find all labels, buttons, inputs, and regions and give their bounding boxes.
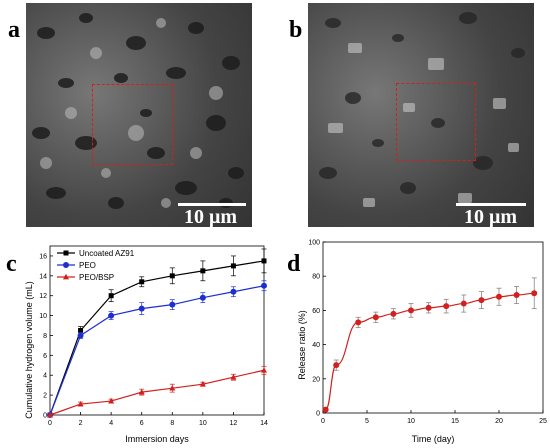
y-tick-label-4: 8 <box>43 333 47 340</box>
x-tick-label-5: 25 <box>539 418 547 425</box>
series-2-point-5 <box>199 380 206 387</box>
series-0-point-1 <box>78 328 84 333</box>
series-0-point-5 <box>200 268 206 274</box>
series-2-point-6 <box>230 374 237 380</box>
y-tick-label-5: 100 <box>308 240 320 247</box>
series-2-point-2 <box>108 397 115 404</box>
scale-label-a: 10 μm <box>184 206 237 227</box>
series-0-point-11 <box>513 292 520 299</box>
y-tick-label-1: 20 <box>312 376 320 383</box>
roi-box-a <box>92 84 173 165</box>
scale-label-b: 10 μm <box>464 206 517 227</box>
chart-d: 0 5 10 15 20 25 0 20 40 60 80 100 Time (day) Releas… <box>297 240 547 445</box>
chart-c-frame <box>49 245 265 416</box>
y-tick-label-0: 0 <box>316 411 320 418</box>
chart-c-ylabel: Cumulative hydrogen volume (mL) <box>24 281 34 419</box>
y-tick-label-2: 4 <box>43 373 47 380</box>
series-2-point-4 <box>169 384 176 391</box>
series-0-point-3 <box>372 314 379 321</box>
chart-c-xlabel: Immersion days <box>125 434 189 444</box>
y-tick-label-7: 14 <box>39 273 47 280</box>
x-tick-label-2: 4 <box>109 420 113 427</box>
y-tick-label-1: 2 <box>43 393 47 400</box>
y-tick-label-5: 10 <box>39 313 47 320</box>
series-1-point-6 <box>230 288 237 295</box>
x-tick-label-2: 10 <box>407 418 415 425</box>
sem-texture-a <box>32 13 244 209</box>
legend-marker-1 <box>63 262 69 268</box>
y-tick-label-3: 6 <box>43 353 47 360</box>
x-tick-label-7: 14 <box>260 420 268 427</box>
series-2-line <box>49 369 265 416</box>
series-1-point-4 <box>169 301 176 308</box>
series-0-point-5 <box>408 307 414 314</box>
series-0-point-7 <box>261 258 267 264</box>
series-1-line <box>49 285 265 416</box>
x-tick-label-5: 10 <box>199 420 207 427</box>
chart-d-ylabel: Release ratio (%) <box>297 310 307 380</box>
series-0-point-2 <box>355 319 362 326</box>
series-0-line <box>49 260 265 416</box>
series-1-point-5 <box>199 294 206 301</box>
series-0-point-7 <box>443 303 450 310</box>
panel-label-d: d <box>287 251 301 277</box>
series-0-point-3 <box>139 279 145 285</box>
x-tick-label-4: 8 <box>170 420 174 427</box>
panel-label-b: b <box>289 17 303 43</box>
series-0-point-4 <box>169 273 175 279</box>
x-tick-label-0: 0 <box>48 420 52 427</box>
series-0-point-0 <box>322 406 329 413</box>
series-0-point-8 <box>460 300 467 307</box>
panel-label-a: a <box>8 17 20 43</box>
series-2-point-0 <box>47 411 53 418</box>
series-0-point-2 <box>108 293 114 299</box>
series-0-point-6 <box>425 304 432 311</box>
series-2-point-1 <box>77 400 84 407</box>
series-0-line <box>325 292 535 411</box>
y-tick-label-0: 0 <box>43 413 47 420</box>
y-tick-label-3: 60 <box>312 308 320 315</box>
legend-label-0: Uncoated AZ91 <box>79 249 135 258</box>
series-0-point-1 <box>333 362 340 369</box>
scale-bar-b <box>456 203 526 206</box>
x-tick-label-1: 2 <box>79 420 83 427</box>
sem-image-b: 10 μm <box>308 3 534 227</box>
chart-c: 0 2 4 6 8 10 12 14 0 2 4 6 8 10 12 14 16 Uncoated AZ91 PE… <box>24 245 268 444</box>
series-0-point-10 <box>496 293 502 300</box>
legend-marker-2 <box>63 273 69 280</box>
legend-marker-0 <box>63 250 69 256</box>
y-tick-label-8: 16 <box>39 253 47 260</box>
chart-d-xlabel: Time (day) <box>412 434 455 444</box>
legend-label-2: PEO/BSP <box>79 273 114 282</box>
series-2-point-7 <box>261 367 267 373</box>
series-1-point-7 <box>261 282 267 289</box>
x-tick-label-3: 6 <box>140 420 144 427</box>
y-tick-label-2: 40 <box>312 342 320 349</box>
x-tick-label-3: 15 <box>451 418 459 425</box>
legend-label-1: PEO <box>79 261 96 270</box>
series-1-point-3 <box>138 305 145 312</box>
roi-box-b <box>396 83 476 161</box>
chart-d-frame <box>322 241 544 414</box>
series-0-point-9 <box>478 297 485 304</box>
series-1-point-1 <box>77 332 84 339</box>
series-2-point-3 <box>138 388 145 395</box>
sem-image-a: 10 μm <box>26 3 252 227</box>
series-1-point-2 <box>108 312 115 319</box>
panel-label-c: c <box>6 251 17 277</box>
y-tick-label-6: 12 <box>39 293 47 300</box>
scale-bar-a <box>178 203 246 206</box>
series-0-point-6 <box>230 263 236 269</box>
x-tick-label-6: 12 <box>230 420 238 427</box>
y-tick-label-4: 80 <box>312 274 320 281</box>
x-tick-label-4: 20 <box>495 418 503 425</box>
series-0-point-4 <box>390 310 397 317</box>
x-tick-label-1: 5 <box>365 418 369 425</box>
series-0-point-12 <box>531 290 538 297</box>
x-tick-label-0: 0 <box>321 418 325 425</box>
sem-texture-b <box>319 12 525 207</box>
